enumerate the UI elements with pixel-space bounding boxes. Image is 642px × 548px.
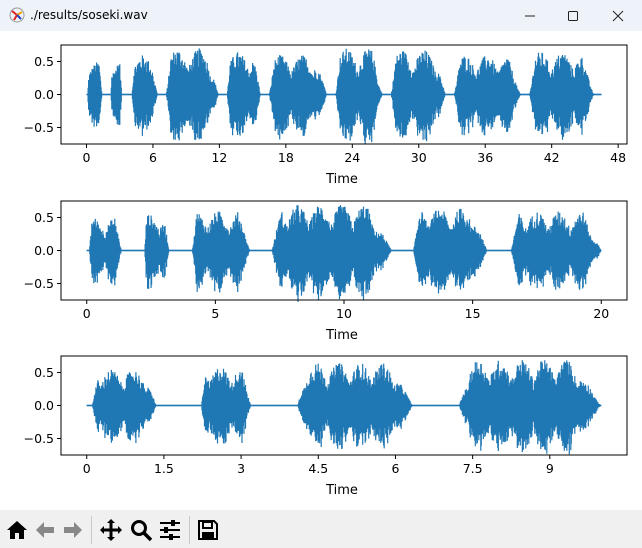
y-tick-label: 0.0 [34,398,54,413]
x-tick-label: 18 [278,150,294,165]
minimize-button[interactable] [508,0,552,31]
y-tick-label: 0.5 [34,365,54,380]
x-tick-label: 10 [336,306,352,321]
home-icon[interactable] [5,518,29,542]
close-icon [612,10,624,21]
save-icon[interactable] [196,518,220,542]
subplots-config-icon[interactable] [158,518,182,542]
y-tick-label: −0.5 [24,120,54,135]
forward-arrow-icon[interactable] [61,518,85,542]
x-tick-label: 48 [610,150,626,165]
y-tick-label: 0.5 [34,54,54,69]
toolbar-separator [189,516,190,544]
waveform-line-1 [86,48,602,144]
x-tick-label: 36 [477,150,493,165]
y-tick-label: 0.0 [34,87,54,102]
y-tick-label: 0.5 [34,210,54,225]
x-tick-label: 5 [211,306,219,321]
x-axis-label: Time [325,172,358,187]
y-tick-label: 0.0 [34,243,54,258]
x-tick-label: 1.5 [154,461,174,476]
close-button[interactable] [596,0,640,31]
x-tick-label: 0 [83,461,91,476]
x-tick-label: 12 [211,150,227,165]
figure-canvas[interactable]: 0 6 12 18 24 30 36 42 48 0.5 0.0 −0.5 Time 0 5 10 15 20 0.… [0,31,642,510]
y-tick-label: −0.5 [24,276,54,291]
x-tick-label: 15 [465,306,481,321]
x-tick-label: 3 [237,461,245,476]
y-tick-label: −0.5 [24,431,54,446]
window-title: ./results/soseki.wav [30,8,148,22]
back-arrow-icon[interactable] [33,518,57,542]
x-tick-label: 4.5 [308,461,328,476]
waveform-line-2 [86,205,602,302]
x-tick-label: 42 [544,150,560,165]
navigation-toolbar [0,510,642,548]
x-tick-label: 0 [83,306,91,321]
x-tick-label: 6 [149,150,157,165]
maximize-button[interactable] [551,0,595,31]
title-bar: ./results/soseki.wav [0,0,642,31]
x-tick-label: 0 [82,150,90,165]
x-tick-label: 6 [391,461,399,476]
pan-icon[interactable] [99,518,123,542]
x-tick-label: 7.5 [463,461,483,476]
maximize-icon [568,10,578,21]
app-icon [9,7,25,23]
x-tick-label: 20 [593,306,609,321]
x-tick-label: 9 [546,461,554,476]
x-tick-label: 24 [344,150,360,165]
x-tick-label: 30 [411,150,427,165]
zoom-icon[interactable] [129,518,153,542]
x-axis-label: Time [325,328,358,343]
waveform-line-3 [86,360,602,455]
minimize-icon [525,15,535,16]
toolbar-separator [91,516,92,544]
x-axis-label: Time [325,483,358,498]
